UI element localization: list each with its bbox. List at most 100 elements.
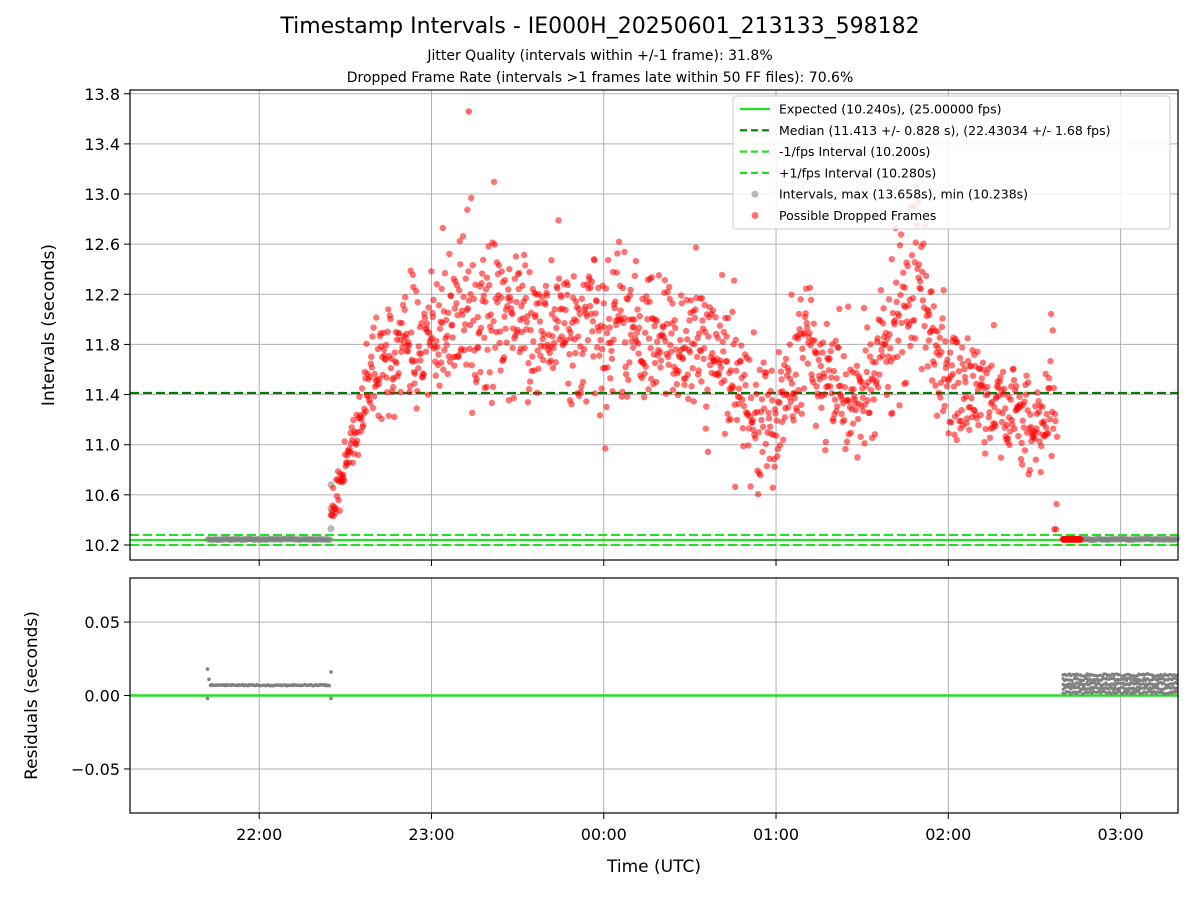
dropped-frame-point bbox=[539, 356, 547, 364]
dropped-frame-point bbox=[421, 314, 429, 322]
dropped-frame-point bbox=[775, 348, 783, 356]
dropped-frame-point bbox=[961, 373, 969, 381]
dropped-frame-point bbox=[802, 310, 809, 317]
legend-box bbox=[732, 95, 1171, 230]
dropped-frame-point bbox=[488, 327, 495, 334]
dropped-frame-point bbox=[597, 336, 604, 344]
dropped-frame-point bbox=[902, 379, 910, 387]
dropped-frame-point bbox=[922, 272, 930, 280]
dropped-frame-point bbox=[1049, 327, 1056, 334]
dropped-frame-point bbox=[938, 323, 946, 331]
dropped-frame-point bbox=[854, 454, 861, 461]
dropped-frame-point bbox=[920, 240, 927, 247]
dropped-frame-point bbox=[412, 287, 420, 295]
dropped-frame-point bbox=[1037, 468, 1044, 476]
dropped-frame-point bbox=[524, 399, 532, 406]
dropped-frame-point bbox=[898, 319, 905, 327]
dropped-frame-point bbox=[569, 362, 576, 369]
top-plot-ticks: 10.2 10.6 11.0 11.4 11.8 12.2 12.6 13.0 13.4 13.8 bbox=[84, 85, 1122, 566]
top-y-axis-label: Intervals (seconds) bbox=[39, 244, 59, 406]
dropped-frame-point bbox=[709, 307, 717, 314]
dropped-frame-point bbox=[776, 442, 784, 449]
dropped-frame-point bbox=[833, 375, 840, 382]
dropped-frame-point bbox=[656, 349, 664, 356]
dropped-frame-point bbox=[844, 303, 852, 310]
dropped-frame-point bbox=[525, 359, 532, 367]
dropped-frame-point bbox=[403, 330, 410, 338]
dropped-frame-point bbox=[1006, 441, 1013, 449]
dropped-frame-point bbox=[919, 297, 927, 304]
dropped-frame-point bbox=[1047, 358, 1054, 365]
dropped-frame-point bbox=[900, 269, 907, 276]
dropped-frame-point bbox=[526, 268, 533, 276]
dropped-frame-point bbox=[912, 335, 919, 342]
dropped-frame-point bbox=[490, 318, 497, 325]
dropped-frame-point bbox=[336, 507, 343, 515]
dropped-frame-point bbox=[754, 490, 762, 498]
dropped-frame-point bbox=[956, 354, 964, 362]
dropped-frame-point bbox=[955, 368, 963, 375]
dropped-frame-point bbox=[943, 383, 951, 390]
dropped-frame-point bbox=[874, 335, 881, 342]
bottom-y-tick-label: 0.05 bbox=[84, 613, 120, 632]
dropped-frame-point bbox=[897, 231, 905, 238]
dropped-frame-point bbox=[835, 344, 842, 351]
dropped-frame-point bbox=[494, 299, 501, 306]
dropped-frame-point bbox=[822, 438, 829, 446]
dropped-frame-point bbox=[797, 296, 804, 303]
dropped-frame-point bbox=[468, 361, 475, 369]
dropped-frame-point bbox=[367, 399, 374, 407]
dropped-frame-point bbox=[1047, 310, 1055, 318]
dropped-frame-point bbox=[963, 415, 971, 422]
chart-title: Timestamp Intervals - IE000H_20250601_21… bbox=[280, 14, 920, 39]
dropped-frame-point bbox=[819, 349, 826, 356]
dropped-frame-point bbox=[1027, 411, 1034, 418]
dropped-frame-point bbox=[1039, 403, 1046, 411]
dropped-frame-point bbox=[651, 322, 658, 330]
dropped-frame-point bbox=[540, 331, 547, 338]
dropped-frame-point bbox=[774, 453, 781, 460]
dropped-frame-point bbox=[894, 353, 901, 361]
dropped-frame-point bbox=[1050, 384, 1058, 392]
dropped-frame-point bbox=[968, 394, 975, 402]
dropped-frame-point bbox=[756, 366, 763, 374]
dropped-frame-point bbox=[340, 477, 348, 484]
interval-point bbox=[327, 536, 334, 543]
dropped-frame-point bbox=[664, 288, 671, 296]
dropped-frame-point bbox=[1034, 389, 1041, 396]
dropped-frame-point bbox=[448, 321, 456, 329]
dropped-frame-point bbox=[817, 362, 825, 370]
dropped-frame-point bbox=[1043, 410, 1050, 418]
dropped-frame-point bbox=[554, 318, 562, 325]
dropped-frame-point bbox=[812, 422, 820, 430]
dropped-frame-point bbox=[587, 284, 594, 291]
dropped-frame-point bbox=[955, 379, 962, 386]
dropped-frame-point bbox=[584, 336, 592, 344]
residual-point bbox=[329, 670, 333, 674]
top-y-tick-label: 11.8 bbox=[84, 335, 120, 354]
dropped-frame-point bbox=[414, 299, 421, 306]
dropped-frame-point bbox=[871, 370, 878, 377]
dropped-frame-point bbox=[693, 353, 701, 361]
dropped-frame-point bbox=[876, 371, 883, 378]
dropped-frame-point bbox=[591, 390, 599, 397]
dropped-frame-point bbox=[723, 358, 731, 365]
residual-point bbox=[1108, 674, 1112, 678]
dropped-frame-point bbox=[1000, 391, 1007, 398]
dropped-frame-point bbox=[449, 334, 456, 341]
dropped-frame-point bbox=[846, 397, 853, 405]
dropped-frame-point bbox=[826, 355, 833, 362]
dropped-frame-point bbox=[954, 339, 961, 346]
dropped-frame-point bbox=[702, 425, 709, 432]
dropped-frame-point bbox=[934, 328, 941, 335]
dropped-frame-point bbox=[412, 357, 419, 365]
dropped-frame-point bbox=[719, 338, 726, 345]
dropped-frame-point bbox=[664, 353, 672, 361]
dropped-frame-point bbox=[1052, 526, 1060, 533]
dropped-frame-point bbox=[738, 342, 745, 349]
dropped-frame-point bbox=[795, 310, 803, 318]
dropped-frame-point bbox=[387, 364, 395, 372]
top-y-tick-label: 12.6 bbox=[84, 235, 120, 254]
dropped-frame-point bbox=[423, 320, 431, 327]
dropped-frame-point bbox=[621, 248, 628, 256]
